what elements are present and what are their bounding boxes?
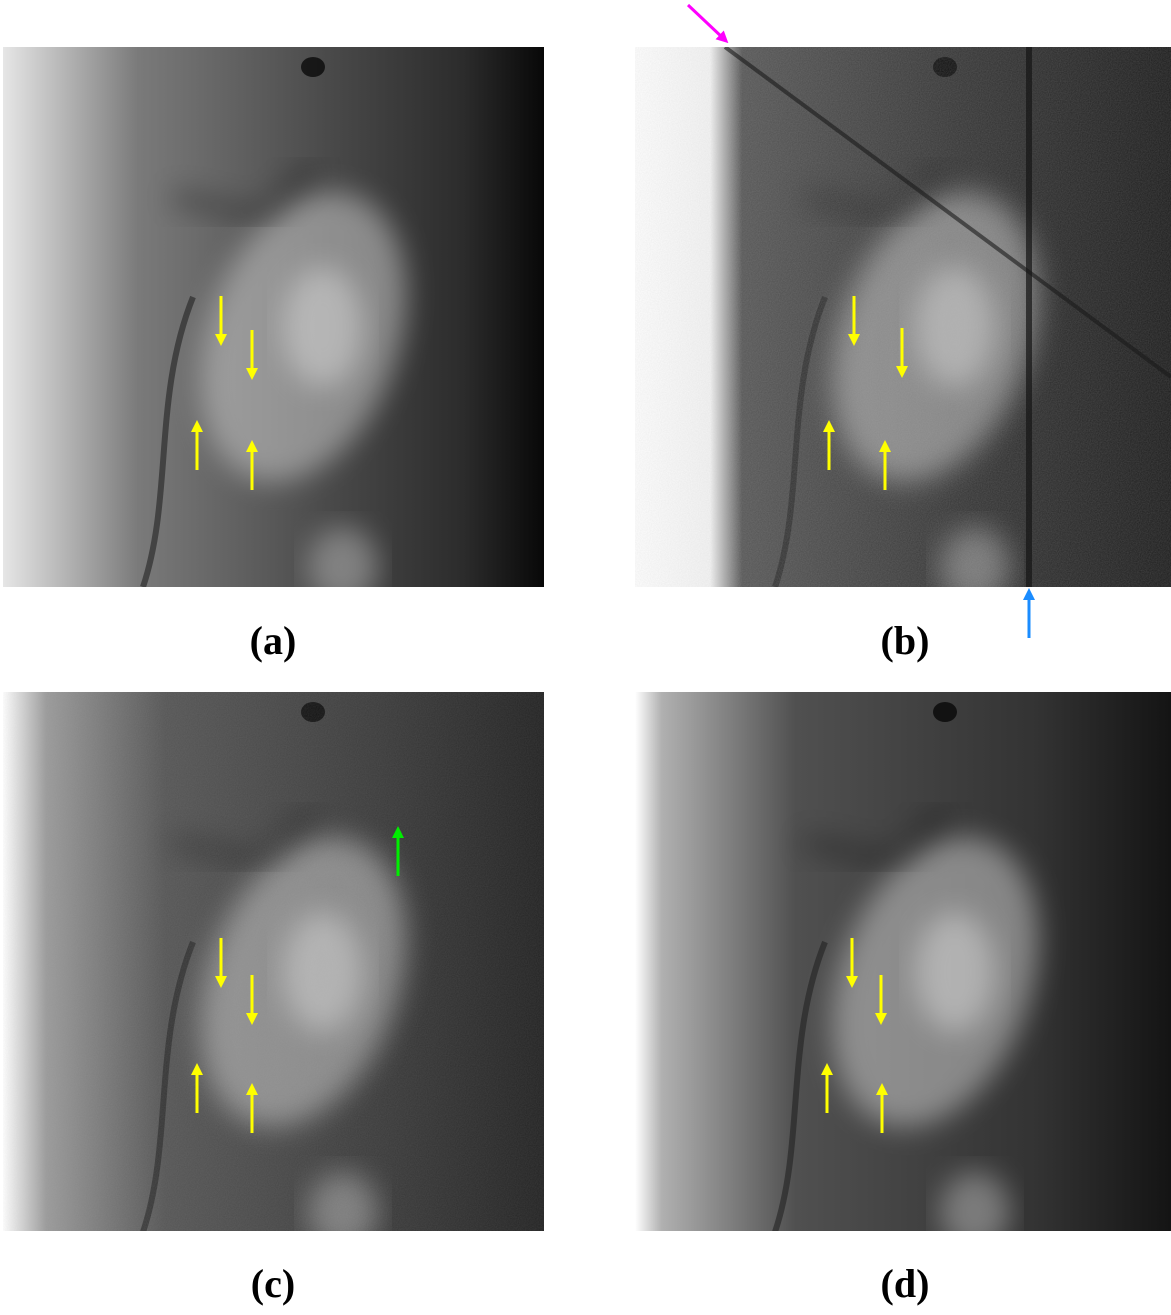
panel-label: (d) — [881, 1261, 930, 1306]
figure: (a) (b) (c) (d) — [0, 0, 1171, 1310]
panel-label: (a) — [250, 618, 297, 663]
panel-a-image — [3, 47, 544, 607]
panel-label: (b) — [881, 618, 930, 663]
panel-d-image — [635, 692, 1171, 1252]
panel-c-image — [3, 692, 544, 1252]
page: (a) (b) (c) (d) (() => { const data = JS… — [0, 0, 1171, 1310]
panel-b-image — [635, 47, 1171, 607]
panel-label: (c) — [251, 1261, 295, 1306]
arrow — [688, 5, 724, 39]
